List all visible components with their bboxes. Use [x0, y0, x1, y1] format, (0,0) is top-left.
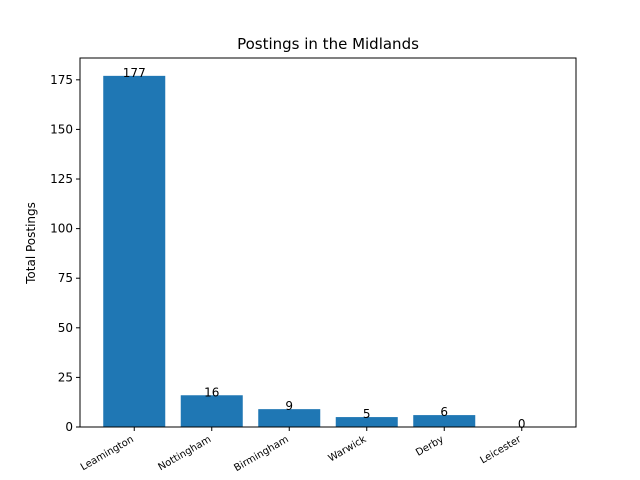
- chart-title: Postings in the Midlands: [237, 35, 419, 53]
- bar-value-label: 9: [285, 399, 293, 413]
- bar: [413, 415, 476, 427]
- bar: [103, 75, 166, 428]
- data-labels: 177 16 9 5 6 0: [123, 66, 526, 431]
- x-tick-label: Leamington: [79, 434, 136, 473]
- bar-value-label: 16: [204, 385, 219, 399]
- x-tick-label: Nottingham: [157, 434, 214, 473]
- y-tick-label: 25: [58, 370, 73, 384]
- y-tick-label: 150: [50, 122, 73, 136]
- x-tick-label: Leicester: [478, 434, 524, 467]
- y-axis-ticks: 0 25 50 75 100 125 150 175: [50, 73, 80, 434]
- bar-value-label: 6: [440, 405, 448, 419]
- x-tick-label: Birmingham: [232, 434, 290, 474]
- y-tick-label: 175: [50, 73, 73, 87]
- x-tick-label: Derby: [414, 434, 446, 459]
- bar-value-label: 177: [123, 66, 146, 80]
- plot-frame: [79, 57, 577, 428]
- bar: [258, 409, 321, 427]
- y-tick-label: 75: [58, 271, 73, 285]
- bar: [335, 417, 398, 427]
- x-tick-label: Warwick: [327, 434, 369, 464]
- y-tick-label: 125: [50, 172, 73, 186]
- bar: [180, 395, 243, 427]
- y-tick-label: 100: [50, 222, 73, 236]
- bar-value-label: 0: [518, 417, 526, 431]
- bar-value-label: 5: [363, 407, 371, 421]
- y-axis-label: Total Postings: [24, 202, 38, 285]
- x-axis-ticks: Leamington Nottingham Birmingham Warwick Der…: [79, 427, 524, 474]
- bars: [103, 75, 476, 428]
- y-tick-label: 50: [58, 321, 73, 335]
- y-tick-label: 0: [65, 420, 73, 434]
